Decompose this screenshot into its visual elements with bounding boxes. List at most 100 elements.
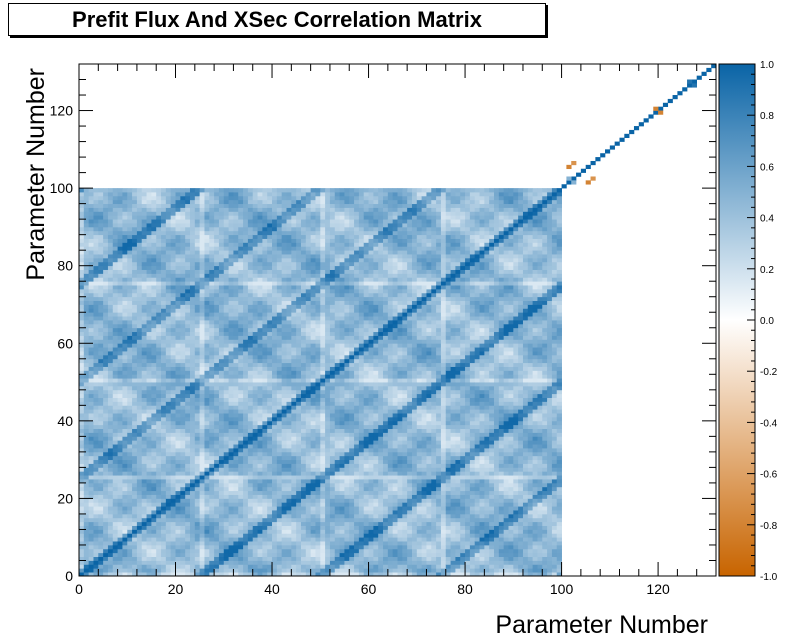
heatmap-cell [223,459,229,464]
heatmap-cell [315,544,321,550]
heatmap-cell [151,207,157,212]
heatmap-cell [112,285,119,290]
heatmap-cell [98,347,104,352]
heatmap-cell [127,207,133,212]
heatmap-cell [151,320,157,325]
heatmap-cell [122,226,128,232]
heatmap-cell [165,362,172,367]
heatmap-cell [103,467,109,472]
heatmap-cell [228,265,234,270]
heatmap-cell [136,331,143,336]
heatmap-cell [170,257,176,263]
heatmap-cell [291,257,297,263]
heatmap-cell [281,339,287,344]
heatmap-cell [93,463,99,468]
heatmap-cell [117,548,123,554]
heatmap-cell [103,362,109,367]
heatmap-cell [83,486,90,492]
heatmap-cell [194,448,201,453]
heatmap-cell [272,226,278,232]
heatmap-cell [83,440,90,445]
heatmap-cell [272,358,278,364]
heatmap-cell [238,211,244,216]
heatmap-cell [132,358,138,364]
heatmap-cell [180,316,186,321]
heatmap-cell [310,362,316,367]
heatmap-cell [122,479,128,484]
heatmap-cell [88,502,94,507]
heatmap-cell [247,521,254,526]
heatmap-cell [238,199,244,205]
heatmap-cell [107,207,114,212]
heatmap-cell [156,223,162,228]
heatmap-cell [272,300,278,305]
heatmap-cell [132,378,138,383]
heatmap-cell [161,568,167,573]
heatmap-cell [79,405,85,410]
heatmap-cell [93,339,99,344]
heatmap-cell [247,506,254,511]
heatmap-cell [233,533,239,538]
heatmap-cell [194,370,201,375]
heatmap-cell [88,327,94,333]
heatmap-cell [228,401,234,406]
heatmap-cell [310,486,316,492]
heatmap-cell [204,269,210,274]
heatmap-cell [252,424,258,430]
heatmap-cell [276,405,283,410]
heatmap-cell [228,436,234,441]
heatmap-cell [214,494,220,499]
heatmap-cell [136,230,143,236]
heatmap-cell [233,389,239,395]
heatmap-cell [180,382,186,387]
heatmap-cell [276,401,283,406]
heatmap-cell [189,397,196,402]
heatmap-cell [223,529,229,534]
heatmap-cell [233,494,239,499]
heatmap-cell [127,544,133,550]
heatmap-cell [247,537,254,542]
heatmap-cell [305,413,312,418]
heatmap-cell [175,234,181,239]
heatmap-cell [161,211,167,216]
heatmap-cell [165,393,172,398]
heatmap-cell [300,203,307,208]
heatmap-cell [98,323,104,329]
heatmap-cell [132,223,138,228]
heatmap-cell [151,529,157,534]
heatmap-cell [267,385,273,391]
heatmap-cell [209,312,215,317]
heatmap-cell [214,219,220,224]
heatmap-cell [238,413,244,418]
heatmap-cell [228,331,234,336]
heatmap-cell [107,261,114,267]
heatmap-cell [194,506,201,511]
heatmap-cell [151,285,157,290]
heatmap-cell [161,192,167,197]
heatmap-cell [185,234,191,239]
heatmap-cell [194,246,201,251]
heatmap-cell [185,362,191,367]
heatmap-cell [281,494,287,499]
heatmap-cell [305,320,312,325]
heatmap-cell [247,444,254,449]
heatmap-cell [223,537,229,542]
heatmap-cell [127,250,133,255]
heatmap-cell [262,374,268,379]
heatmap-cell [185,490,191,495]
heatmap-cell [83,556,90,561]
heatmap-cell [228,292,234,298]
heatmap-cell [151,521,157,526]
heatmap-cell [291,572,297,577]
heatmap-cell [156,188,162,193]
heatmap-cell [175,475,181,480]
heatmap-cell [170,312,176,317]
heatmap-cell [112,451,119,457]
heatmap-cell [262,440,268,445]
heatmap-cell [315,436,321,441]
heatmap-cell [281,451,287,457]
heatmap-cell [117,254,123,259]
heatmap-cell [276,490,283,495]
heatmap-cell [300,486,307,492]
heatmap-cell [165,339,172,344]
